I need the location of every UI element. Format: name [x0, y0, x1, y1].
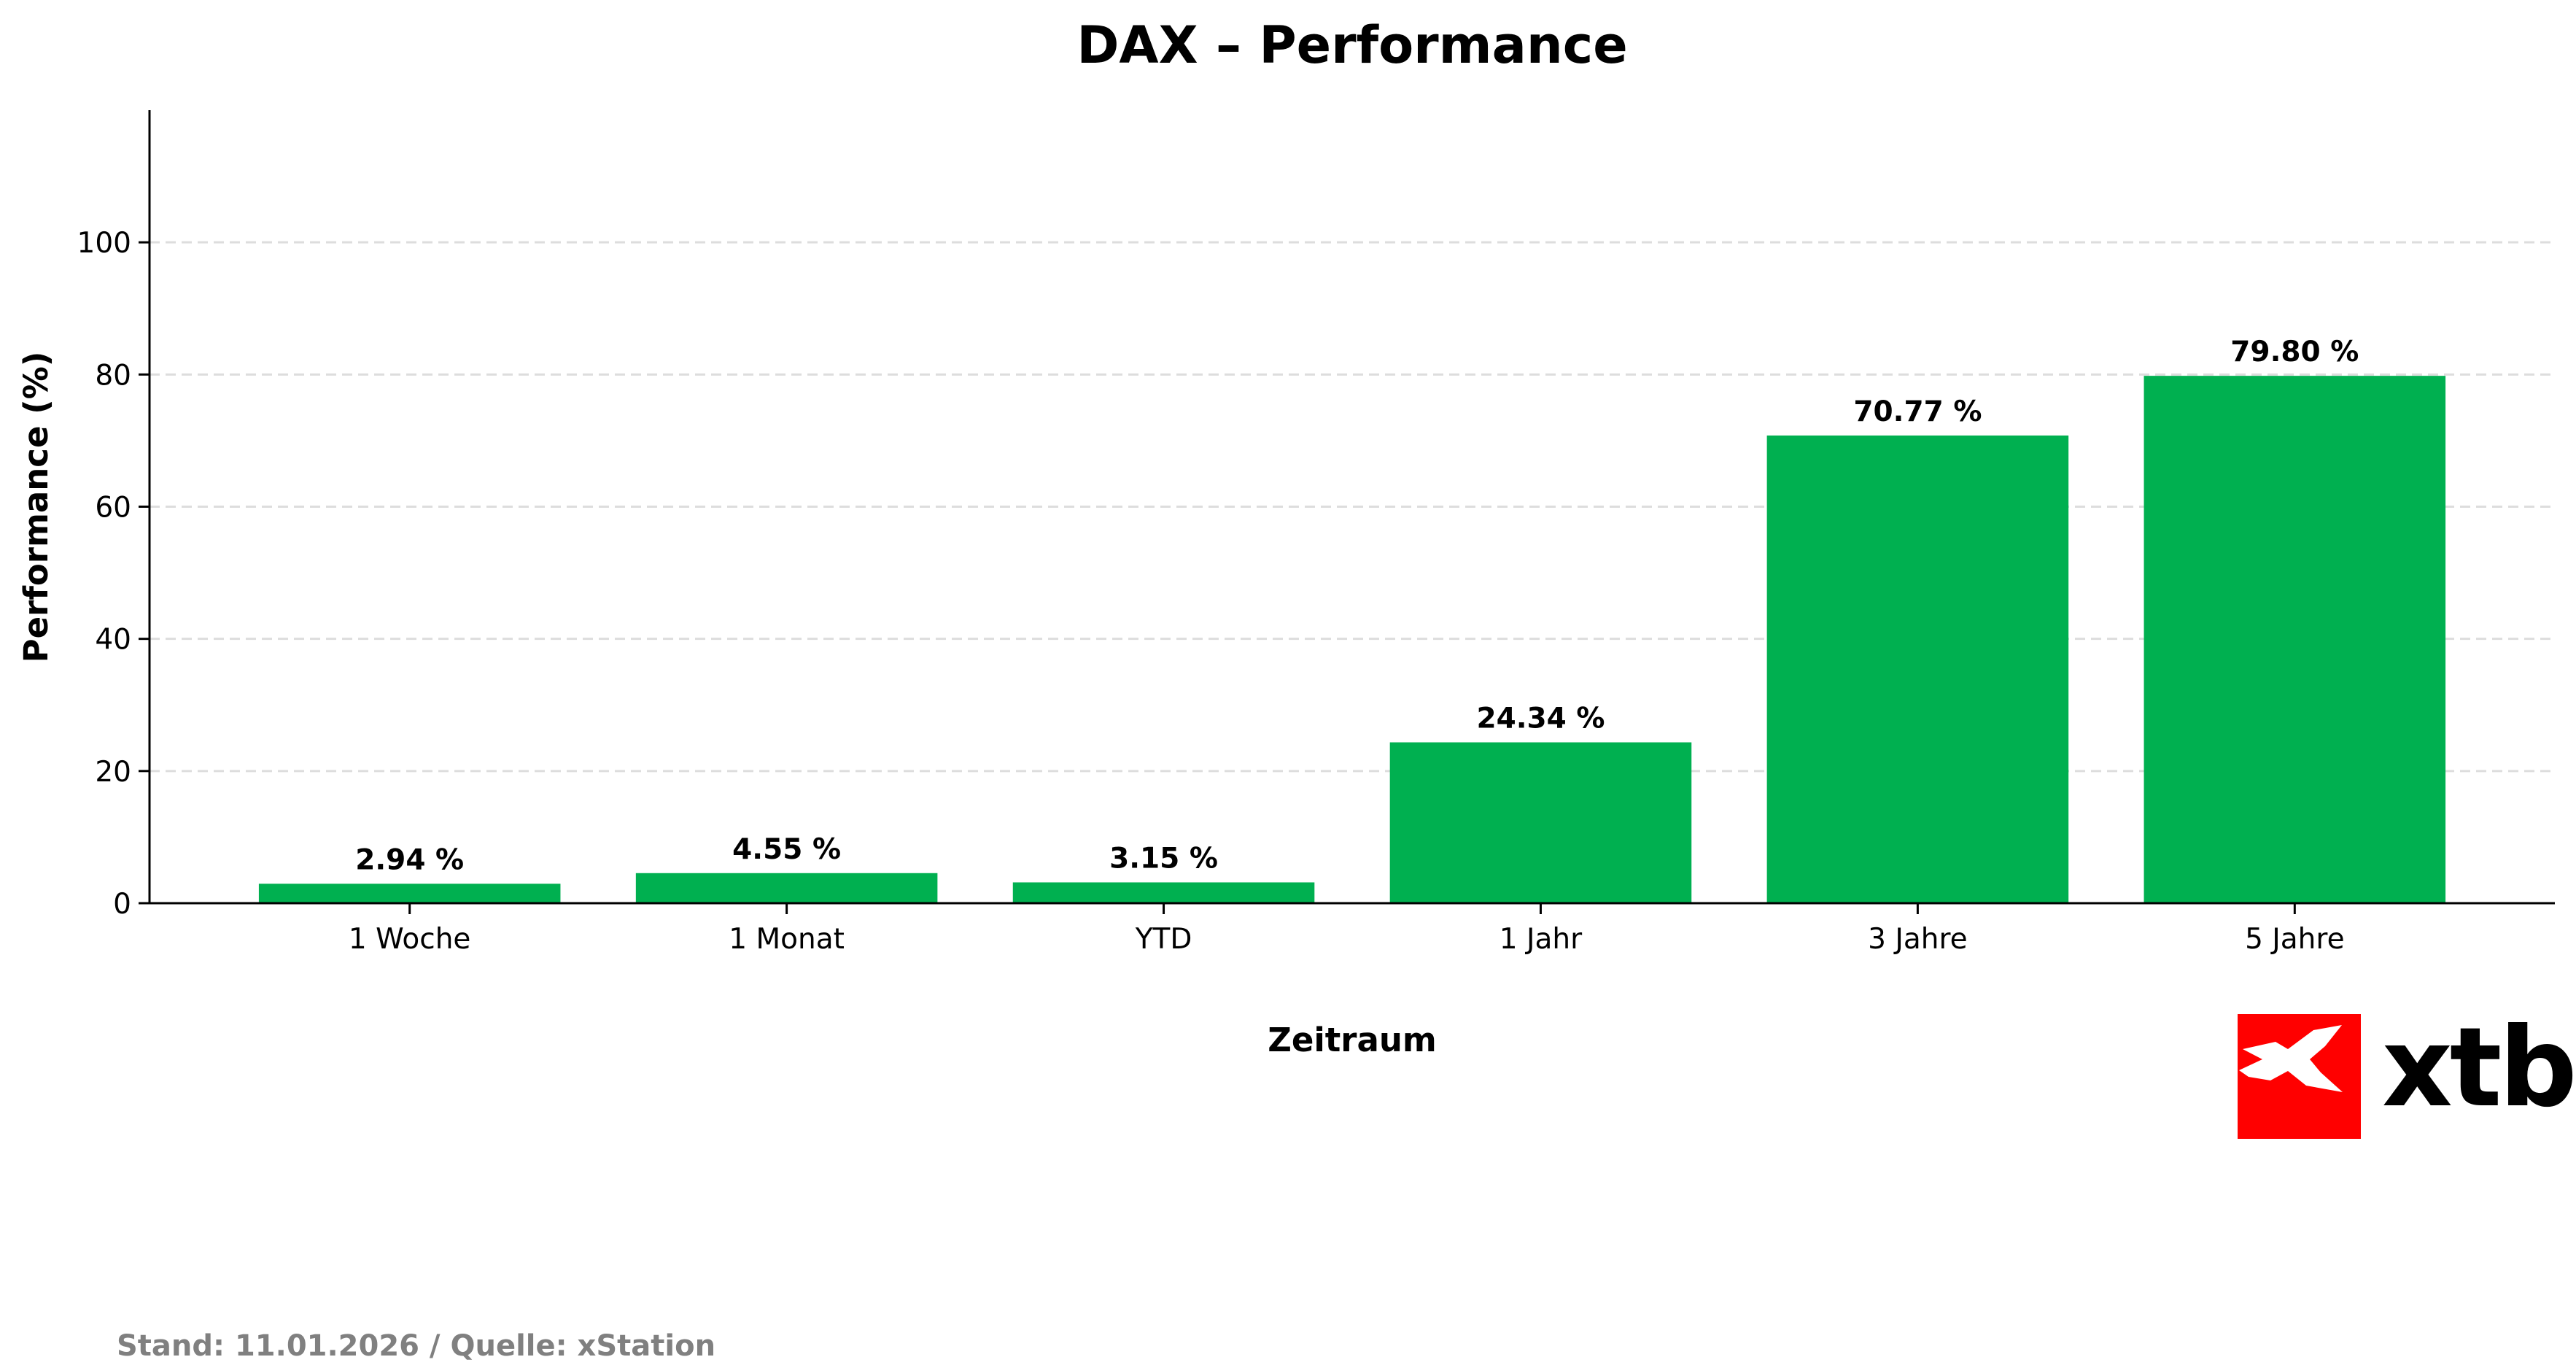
x-tick-label: 1 Monat [729, 923, 845, 956]
x-tick-label: 3 Jahre [1868, 923, 1968, 956]
x-axis-label: Zeitraum [1268, 1021, 1437, 1059]
data-label: 79.80 % [2230, 336, 2359, 368]
data-label: 4.55 % [732, 833, 841, 866]
x-tick-label: YTD [1135, 923, 1192, 956]
data-label: 3.15 % [1109, 842, 1218, 875]
bar [2144, 376, 2446, 903]
y-tick-label: 40 [95, 624, 131, 657]
y-tick-label: 60 [95, 492, 131, 525]
y-axis-ticks: 0 20 40 60 80 100 [77, 227, 150, 921]
x-axis-ticks: 1 Woche 1 Monat YTD 1 Jahr 3 Jahre 5 Jahre [349, 903, 2345, 956]
bars [258, 376, 2446, 903]
y-tick-label: 80 [95, 359, 131, 392]
data-labels: 2.94 % 4.55 % 3.15 % 24.34 % 70.77 % 79.80 % [355, 336, 2359, 876]
logo-text: xtb [2382, 1005, 2575, 1132]
bar [635, 873, 938, 903]
x-tick-label: 1 Jahr [1500, 923, 1583, 956]
footer-source: Stand: 11.01.2026 / Quelle: xStation [117, 1329, 715, 1363]
y-axis-label: Performance (%) [17, 352, 55, 663]
bar [1766, 435, 2069, 903]
data-label: 2.94 % [355, 843, 464, 876]
bar [258, 883, 561, 903]
xtb-logo: xtb [2238, 1005, 2576, 1139]
y-tick-label: 100 [77, 227, 131, 260]
data-label: 70.77 % [1853, 395, 1982, 428]
x-tick-label: 1 Woche [349, 923, 471, 956]
y-tick-label: 0 [113, 888, 131, 921]
data-label: 24.34 % [1476, 703, 1605, 735]
y-tick-label: 20 [95, 756, 131, 789]
bar [1389, 742, 1692, 903]
x-tick-label: 5 Jahre [2245, 923, 2345, 956]
chart-title: DAX – Performance [1076, 15, 1627, 75]
bar [1012, 882, 1315, 903]
